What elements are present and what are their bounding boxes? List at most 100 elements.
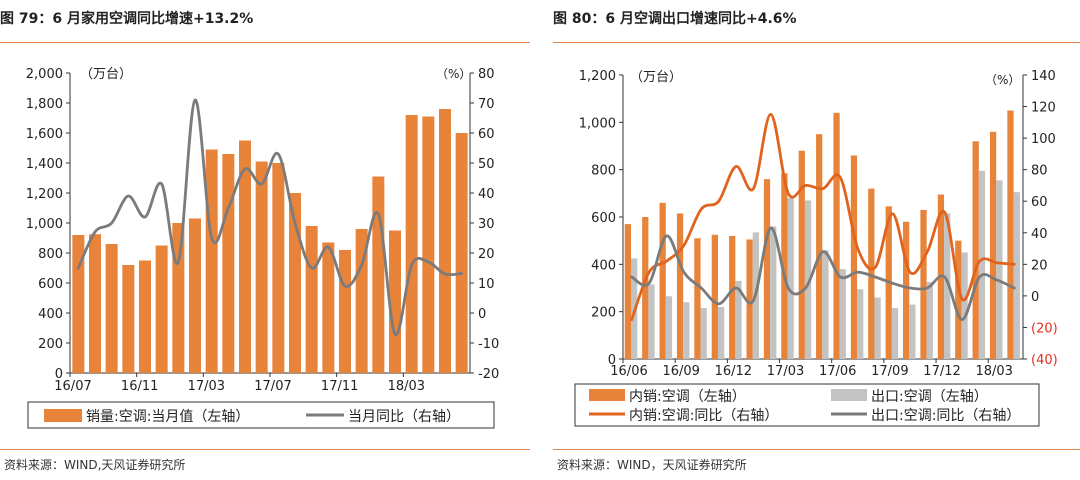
bar-export [665,296,673,359]
left-tick-label: 200 [38,337,63,352]
left-axis-unit: （万台） [80,67,132,82]
bar-export [891,308,899,359]
bar [172,223,185,373]
right-tick-label: 70 [478,97,495,112]
bar-domestic [903,221,910,359]
legend-swatch-bar [831,389,867,401]
bar-export [909,304,916,359]
x-tick-label: 17/09 [871,364,908,379]
bar [305,226,318,373]
x-tick-label: 16/07 [54,379,91,394]
bar-domestic [781,173,788,359]
x-tick-label: 17/11 [321,379,358,394]
right-tick-label: 140 [1031,69,1056,84]
title-rule [553,42,1080,43]
bar-export [804,200,812,359]
bar [272,163,285,373]
right-tick-label: 10 [478,277,495,292]
bar [189,218,201,373]
legend-label: 当月同比（右轴） [348,409,460,425]
x-tick-label: 17/03 [188,379,225,394]
chart-panel-left: 图 79：6 月家用空调同比增速+13.2% （万台） （%） 2,000 1,8… [0,0,530,480]
source-note: 资料来源：WIND,天风证券研究所 [4,458,186,472]
bar [339,250,351,373]
x-tick-label: 17/07 [254,379,291,394]
bar-domestic [816,134,823,359]
bar-export [961,252,968,359]
bar-domestic [659,202,666,359]
chart-title: 图 80：6 月空调出口增速同比+4.6% [553,11,797,27]
x-tick-label: 18/03 [975,364,1012,379]
right-tick-label: -10 [478,337,499,352]
left-tick-label: 1,000 [26,217,63,232]
right-tick-label: 80 [1031,164,1048,179]
right-tick-label: 50 [478,157,495,172]
right-tick-label: 40 [478,187,495,202]
right-tick-label: 120 [1031,101,1056,116]
bar [439,109,451,373]
x-tick-label: 17/03 [767,364,804,379]
bar [322,242,335,373]
bar-export [996,180,1003,359]
left-tick-label: 0 [55,367,63,382]
bar [239,140,251,373]
bar-export [683,302,690,359]
left-tick-label: 1,800 [26,97,63,112]
bar-domestic [955,240,962,359]
bar-domestic [763,179,771,359]
x-tick-label: 16/11 [121,379,158,394]
x-tick-label: 16/09 [662,364,699,379]
bar-domestic [920,209,927,359]
x-tick-label: 17/12 [923,364,960,379]
line-series-yoy [76,98,464,336]
bar-domestic [624,224,631,359]
bar-domestic [642,217,649,359]
legend-label: 出口:空调（左轴） [871,389,988,405]
right-tick-label: 100 [1031,132,1056,147]
bar [389,230,401,373]
bar [455,133,468,373]
bar [422,116,435,373]
left-tick-label: 400 [591,258,616,273]
bar-export [926,282,933,359]
right-tick-label: 30 [478,217,495,232]
bar [205,149,218,373]
x-tick-label: 16/12 [715,364,752,379]
bar [222,154,235,373]
legend-label: 销量:空调:当月值（左轴） [86,409,249,425]
left-tick-label: 1,600 [26,127,63,142]
left-tick-label: 1,200 [26,187,63,202]
bar-domestic [798,150,805,359]
left-tick-label: 0 [608,353,616,368]
title-rule [0,42,530,43]
bar-export [944,213,951,359]
left-tick-label: 400 [38,307,63,322]
bar-export [700,308,707,359]
right-tick-label: -20 [478,367,499,382]
source-rule [0,449,530,450]
right-tick-label: 80 [478,67,495,82]
bar-domestic [833,112,840,359]
left-tick-label: 1,000 [579,116,616,131]
right-axis-unit: （%） [436,67,471,81]
right-axis-unit: （%） [985,73,1020,87]
bar [139,260,151,373]
source-note: 资料来源：WIND，天风证券研究所 [557,458,747,472]
right-tick-label: 60 [1031,195,1048,210]
bar-export [978,170,986,359]
chart-left: （万台） （%） 2,000 1,800 1,600 1,400 1,200 1,000 8… [26,67,499,429]
right-tick-label: 40 [1031,227,1048,242]
bar [155,245,168,373]
bar-export [648,284,655,359]
legend-label: 出口:空调:同比（右轴） [871,408,1020,424]
left-tick-label: 800 [591,164,616,179]
right-tick-label: 60 [478,127,495,142]
bar-domestic [746,239,753,359]
bar-export [717,306,725,359]
legend-box [27,401,495,429]
bar [105,244,118,373]
right-tick-label: 0 [478,307,486,322]
x-tick-label: 17/06 [819,364,856,379]
chart-panel-right: 图 80：6 月空调出口增速同比+4.6% （万台） （%） 1,200 1,00… [553,0,1080,480]
bar-domestic [850,155,858,359]
